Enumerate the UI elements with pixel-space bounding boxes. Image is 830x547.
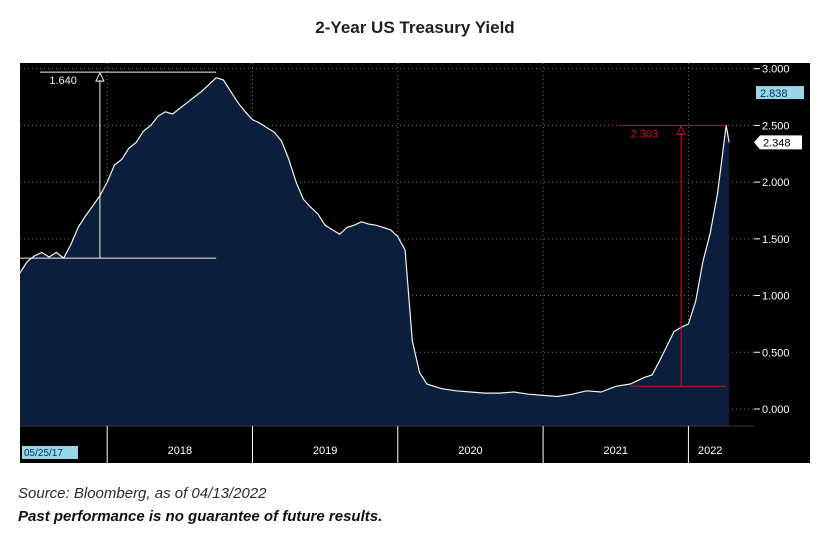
disclaimer-note: Past performance is no guarantee of futu… (18, 508, 383, 525)
area-layer (20, 77, 730, 426)
last-value-label: 2.348 (763, 137, 791, 149)
last-value-badge (754, 135, 802, 150)
start-date-label: 05/25/17 (24, 448, 63, 459)
x-tick-label: 2019 (313, 445, 337, 457)
source-note: Source: Bloomberg, as of 04/13/2022 (18, 485, 267, 502)
y-tick-label: 0.500 (762, 347, 790, 359)
chart-title: 2-Year US Treasury Yield (315, 18, 515, 37)
y-tick-label: 2.000 (762, 177, 790, 189)
y-tick-label: 0.000 (762, 404, 790, 416)
yield-area (20, 77, 730, 426)
previous-close-badge (756, 86, 804, 100)
annotation-arrow-icon (676, 125, 686, 135)
y-tick-label: 3.000 (762, 64, 790, 76)
yield-chart: 1.640 2.303 0.000 0.500 1.000 1.500 2.000 2.50… (20, 63, 810, 463)
x-tick-label: 2018 (168, 445, 192, 457)
y-tick-label: 2.500 (762, 120, 790, 132)
x-tick-label: 2020 (458, 445, 482, 457)
annotation-arrow-icon (95, 71, 105, 82)
y-tick-label: 1.500 (762, 234, 790, 246)
annotation-label: 2.303 (631, 128, 659, 140)
x-tick-label: 2022 (698, 445, 722, 457)
annotation-label: 1.640 (49, 75, 77, 87)
y-tick-label: 1.000 (762, 291, 790, 303)
annotation-layer: 1.640 2.303 (20, 71, 727, 387)
x-tick-label: 2021 (604, 445, 628, 457)
yield-line (20, 77, 730, 398)
start-date-badge (22, 446, 78, 459)
previous-close-label: 2.838 (760, 88, 788, 100)
axis-layer: 0.000 0.500 1.000 1.500 2.000 2.500 3.000 2018 2… (20, 64, 804, 463)
